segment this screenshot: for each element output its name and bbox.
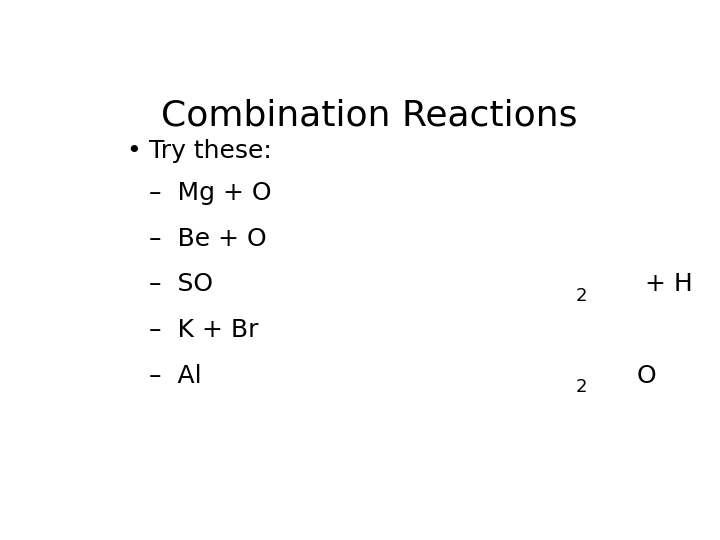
Text: –  SO: – SO (148, 272, 212, 296)
Text: 2: 2 (575, 378, 587, 396)
Text: –  K + Br: – K + Br (148, 318, 258, 342)
Text: 2: 2 (575, 287, 587, 305)
Text: •: • (126, 139, 141, 164)
Text: Try these:: Try these: (148, 139, 271, 164)
Text: –  Al: – Al (148, 364, 201, 388)
Text: –  Mg + O: – Mg + O (148, 181, 271, 205)
Text: –  Be + O: – Be + O (148, 227, 266, 251)
Text: + H: + H (637, 272, 693, 296)
Text: O: O (637, 364, 657, 388)
Text: Combination Reactions: Combination Reactions (161, 98, 577, 132)
